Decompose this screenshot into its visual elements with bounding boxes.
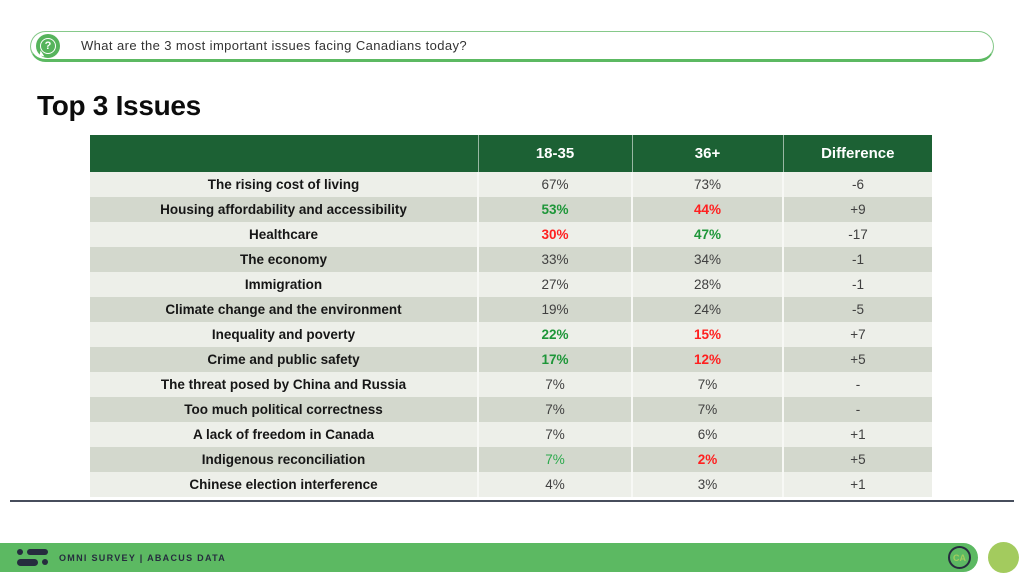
footer-bar: OMNI SURVEY | ABACUS DATA (0, 543, 978, 572)
value-18-35: 22% (477, 322, 632, 347)
value-difference: - (782, 397, 932, 422)
value-36plus: 28% (631, 272, 783, 297)
value-18-35: 7% (477, 397, 632, 422)
issue-label: Climate change and the environment (90, 297, 478, 322)
header-issues (90, 135, 478, 172)
value-difference: -1 (782, 272, 932, 297)
value-36plus: 7% (631, 372, 783, 397)
issue-label: Immigration (90, 272, 478, 297)
value-36plus: 44% (631, 197, 783, 222)
issue-label: Housing affordability and accessibility (90, 197, 478, 222)
table-row: The economy 33% 34% -1 (90, 247, 932, 272)
table-row: Climate change and the environment 19% 24%… (90, 297, 932, 322)
issue-label: The threat posed by China and Russia (90, 372, 478, 397)
header-18-35: 18-35 (477, 135, 632, 172)
value-36plus: 15% (631, 322, 783, 347)
value-36plus: 3% (631, 472, 783, 497)
divider-line (10, 500, 1014, 502)
table-row: Too much political correctness 7% 7% - (90, 397, 932, 422)
footer-label: OMNI SURVEY | ABACUS DATA (59, 552, 227, 563)
value-18-35: 7% (477, 447, 632, 472)
issue-label: The economy (90, 247, 478, 272)
table-row: The rising cost of living 67% 73% -6 (90, 172, 932, 197)
value-difference: +1 (782, 422, 932, 447)
table-row: Indigenous reconciliation 7% 2% +5 (90, 447, 932, 472)
speech-bubble-icon: ? (40, 38, 56, 54)
issues-table: 18-35 36+ Difference The rising cost of … (90, 135, 932, 497)
table-row: Healthcare 30% 47% -17 (90, 222, 932, 247)
value-difference: - (782, 372, 932, 397)
value-36plus: 47% (631, 222, 783, 247)
table-row: A lack of freedom in Canada 7% 6% +1 (90, 422, 932, 447)
ca-logo-badge: CA (948, 546, 971, 569)
value-18-35: 4% (477, 472, 632, 497)
issue-label: Crime and public safety (90, 347, 478, 372)
value-36plus: 34% (631, 247, 783, 272)
issue-label: Chinese election interference (90, 472, 478, 497)
green-circle-decoration (988, 542, 1019, 573)
value-18-35: 33% (477, 247, 632, 272)
question-bar: ? What are the 3 most important issues f… (30, 31, 994, 62)
issue-label: Indigenous reconciliation (90, 447, 478, 472)
table-row: Chinese election interference 4% 3% +1 (90, 472, 932, 497)
value-difference: +1 (782, 472, 932, 497)
value-36plus: 73% (631, 172, 783, 197)
table-row: Immigration 27% 28% -1 (90, 272, 932, 297)
value-18-35: 27% (477, 272, 632, 297)
question-mark-icon: ? (36, 34, 60, 58)
table-row: The threat posed by China and Russia 7% 7%… (90, 372, 932, 397)
value-difference: +5 (782, 447, 932, 472)
issue-label: Healthcare (90, 222, 478, 247)
value-36plus: 7% (631, 397, 783, 422)
value-36plus: 6% (631, 422, 783, 447)
value-18-35: 30% (477, 222, 632, 247)
value-18-35: 7% (477, 372, 632, 397)
issue-label: Too much political correctness (90, 397, 478, 422)
value-difference: +5 (782, 347, 932, 372)
table-row: Housing affordability and accessibility 5… (90, 197, 932, 222)
table-header-row: 18-35 36+ Difference (90, 135, 932, 172)
value-difference: -1 (782, 247, 932, 272)
header-36plus: 36+ (631, 135, 783, 172)
value-18-35: 67% (477, 172, 632, 197)
value-36plus: 24% (631, 297, 783, 322)
issues-table-body: The rising cost of living 67% 73% -6 Housing… (90, 172, 932, 497)
issue-label: A lack of freedom in Canada (90, 422, 478, 447)
value-18-35: 19% (477, 297, 632, 322)
value-difference: +9 (782, 197, 932, 222)
value-18-35: 7% (477, 422, 632, 447)
table-row: Crime and public safety 17% 12% +5 (90, 347, 932, 372)
value-36plus: 2% (631, 447, 783, 472)
value-18-35: 53% (477, 197, 632, 222)
issue-label: The rising cost of living (90, 172, 478, 197)
value-36plus: 12% (631, 347, 783, 372)
issue-label: Inequality and poverty (90, 322, 478, 347)
header-difference: Difference (782, 135, 932, 172)
abacus-data-logo-icon (17, 549, 48, 566)
value-difference: -17 (782, 222, 932, 247)
page-title: Top 3 Issues (37, 90, 201, 121)
survey-question-text: What are the 3 most important issues fac… (81, 38, 468, 53)
table-row: Inequality and poverty 22% 15% +7 (90, 322, 932, 347)
value-18-35: 17% (477, 347, 632, 372)
value-difference: +7 (782, 322, 932, 347)
value-difference: -5 (782, 297, 932, 322)
value-difference: -6 (782, 172, 932, 197)
